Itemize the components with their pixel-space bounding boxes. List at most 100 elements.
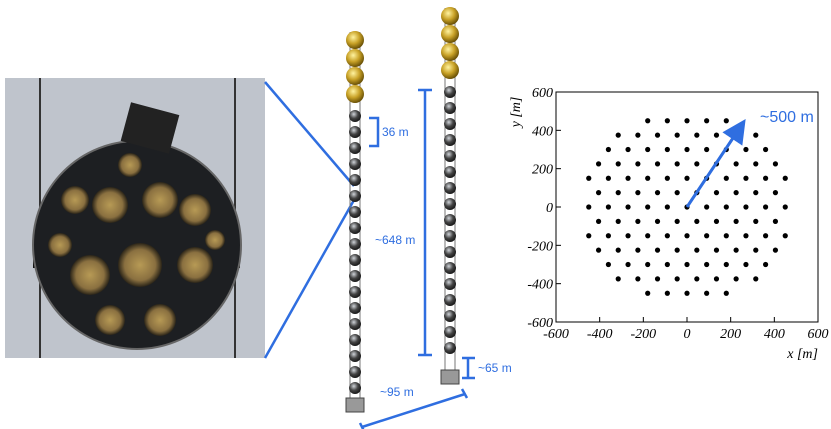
point bbox=[704, 233, 709, 238]
point bbox=[655, 133, 660, 138]
x-tick-label: 400 bbox=[764, 327, 785, 342]
x-axis-label: x [m] bbox=[786, 347, 818, 362]
module bbox=[349, 366, 361, 378]
point bbox=[734, 161, 739, 166]
module bbox=[444, 134, 456, 146]
module bbox=[349, 318, 361, 330]
point bbox=[606, 147, 611, 152]
point bbox=[684, 147, 689, 152]
point bbox=[724, 262, 729, 267]
point bbox=[684, 233, 689, 238]
point bbox=[635, 133, 640, 138]
module bbox=[444, 214, 456, 226]
point bbox=[753, 219, 758, 224]
module bbox=[444, 86, 456, 98]
point bbox=[743, 176, 748, 181]
point bbox=[684, 262, 689, 267]
point bbox=[675, 248, 680, 253]
point bbox=[783, 204, 788, 209]
module bbox=[444, 278, 456, 290]
module bbox=[349, 158, 361, 170]
module bbox=[349, 126, 361, 138]
module bbox=[349, 110, 361, 122]
point bbox=[684, 176, 689, 181]
gold-module bbox=[441, 7, 459, 25]
module bbox=[444, 150, 456, 162]
point bbox=[743, 262, 748, 267]
point bbox=[684, 291, 689, 296]
point bbox=[763, 147, 768, 152]
point bbox=[665, 147, 670, 152]
y-tick-label: 200 bbox=[532, 163, 553, 178]
module bbox=[444, 166, 456, 178]
point bbox=[606, 176, 611, 181]
bottom-label: ~65 m bbox=[478, 361, 512, 375]
point bbox=[704, 147, 709, 152]
point bbox=[675, 133, 680, 138]
scatter-plot: -600-400-2000200400600-600-400-200020040… bbox=[509, 86, 829, 362]
module bbox=[444, 102, 456, 114]
point bbox=[665, 291, 670, 296]
y-tick-label: -600 bbox=[527, 316, 553, 331]
gold-module bbox=[346, 85, 364, 103]
module bbox=[444, 342, 456, 354]
module bbox=[444, 246, 456, 258]
point bbox=[734, 248, 739, 253]
point bbox=[625, 204, 630, 209]
point bbox=[753, 190, 758, 195]
point bbox=[724, 176, 729, 181]
point bbox=[616, 190, 621, 195]
module-photo bbox=[5, 78, 265, 358]
point bbox=[665, 118, 670, 123]
point bbox=[616, 219, 621, 224]
point bbox=[743, 147, 748, 152]
gold-module bbox=[346, 67, 364, 85]
point bbox=[753, 248, 758, 253]
module bbox=[349, 254, 361, 266]
module bbox=[349, 142, 361, 154]
point bbox=[724, 291, 729, 296]
point bbox=[645, 176, 650, 181]
module bbox=[444, 326, 456, 338]
point bbox=[694, 276, 699, 281]
point bbox=[714, 219, 719, 224]
zoom-line bbox=[265, 200, 354, 358]
point bbox=[625, 233, 630, 238]
point bbox=[635, 248, 640, 253]
module bbox=[444, 230, 456, 242]
point bbox=[704, 262, 709, 267]
module bbox=[349, 222, 361, 234]
point bbox=[724, 204, 729, 209]
point bbox=[655, 161, 660, 166]
point bbox=[616, 276, 621, 281]
point bbox=[763, 262, 768, 267]
module bbox=[444, 294, 456, 306]
page: {"annotations": {"module_spacing": "36 m… bbox=[0, 0, 831, 429]
point bbox=[724, 118, 729, 123]
point bbox=[625, 176, 630, 181]
point bbox=[783, 233, 788, 238]
point bbox=[675, 161, 680, 166]
point bbox=[714, 248, 719, 253]
point bbox=[625, 262, 630, 267]
point bbox=[763, 233, 768, 238]
gold-module bbox=[346, 49, 364, 67]
point bbox=[635, 219, 640, 224]
x-tick-label: -200 bbox=[630, 327, 656, 342]
spacing-label: 36 m bbox=[382, 125, 409, 139]
point bbox=[665, 176, 670, 181]
point bbox=[596, 161, 601, 166]
point bbox=[645, 118, 650, 123]
point bbox=[635, 161, 640, 166]
x-tick-label: 600 bbox=[808, 327, 829, 342]
length-label: ~648 m bbox=[375, 233, 415, 247]
point bbox=[714, 133, 719, 138]
y-tick-label: 0 bbox=[546, 201, 553, 216]
point bbox=[645, 262, 650, 267]
module bbox=[349, 350, 361, 362]
point bbox=[753, 133, 758, 138]
point bbox=[714, 276, 719, 281]
point bbox=[753, 276, 758, 281]
point bbox=[635, 276, 640, 281]
radius-label: ~500 m bbox=[760, 109, 814, 126]
